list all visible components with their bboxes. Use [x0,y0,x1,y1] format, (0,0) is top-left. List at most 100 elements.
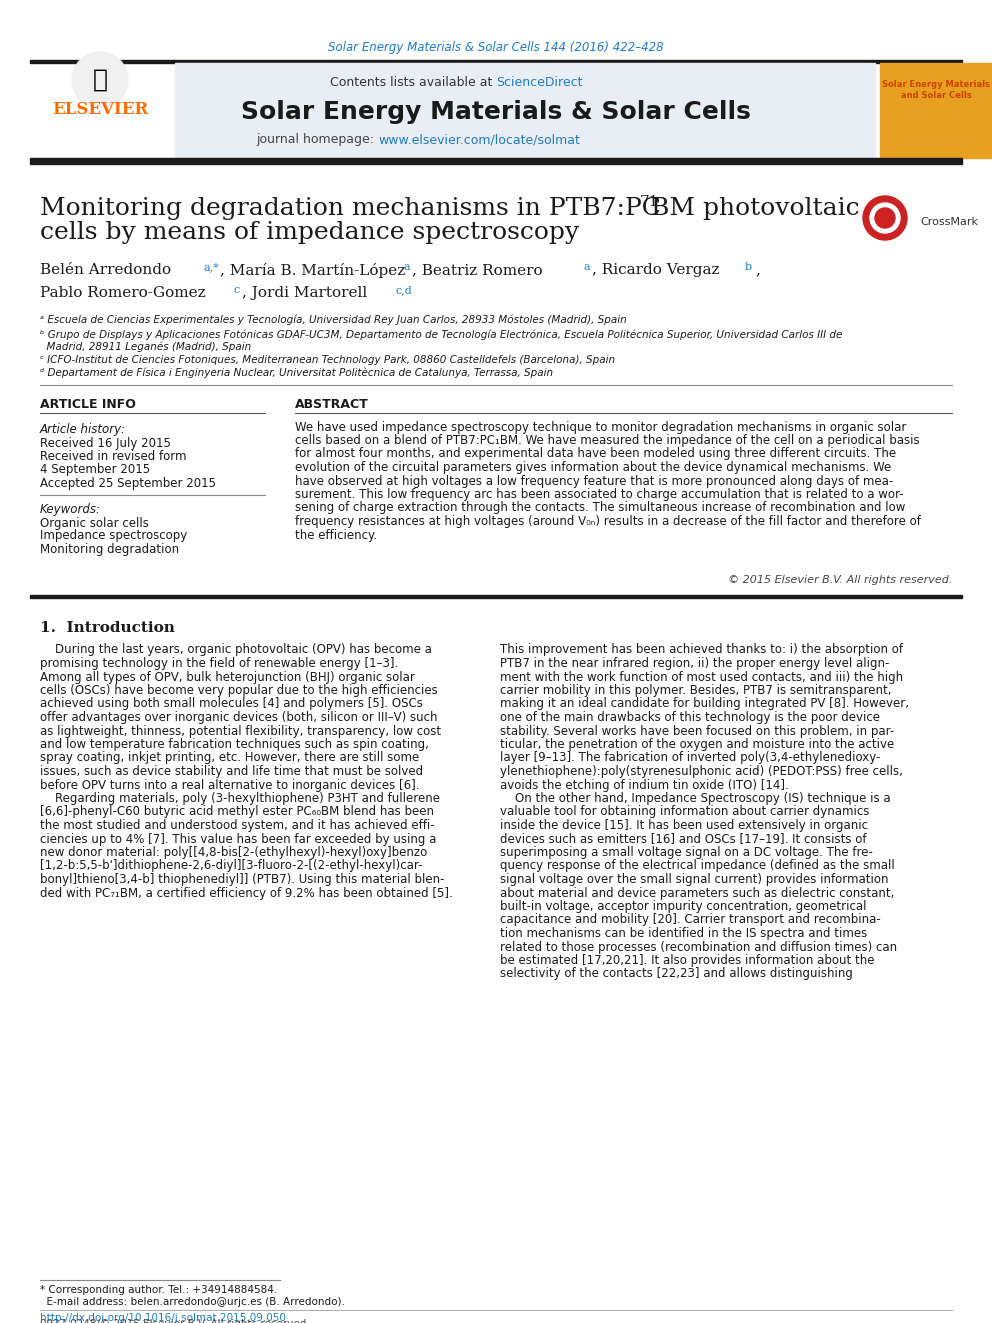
Text: * Corresponding author. Tel.: +34914884584.: * Corresponding author. Tel.: +349148845… [40,1285,277,1295]
Text: promising technology in the field of renewable energy [1–3].: promising technology in the field of ren… [40,658,398,669]
Text: PTB7 in the near infrared region, ii) the proper energy level align-: PTB7 in the near infrared region, ii) th… [500,658,890,669]
Text: the most studied and understood system, and it has achieved effi-: the most studied and understood system, … [40,819,434,832]
Text: Madrid, 28911 Leganés (Madrid), Spain: Madrid, 28911 Leganés (Madrid), Spain [40,341,251,352]
Text: Regarding materials, poly (3-hexylthiophene) P3HT and fullerene: Regarding materials, poly (3-hexylthioph… [40,792,440,804]
Text: Monitoring degradation: Monitoring degradation [40,542,180,556]
Text: ScienceDirect: ScienceDirect [496,77,582,90]
Text: ded with PC₇₁BM, a certified efficiency of 9.2% has been obtained [5].: ded with PC₇₁BM, a certified efficiency … [40,886,452,900]
Text: www.elsevier.com/locate/solmat: www.elsevier.com/locate/solmat [378,134,580,147]
Text: 4 September 2015: 4 September 2015 [40,463,150,476]
Text: ticular, the penetration of the oxygen and moisture into the active: ticular, the penetration of the oxygen a… [500,738,894,751]
Text: superimposing a small voltage signal on a DC voltage. The fre-: superimposing a small voltage signal on … [500,845,873,859]
Text: Received in revised form: Received in revised form [40,451,186,463]
Text: ylenethiophene):poly(styrenesulphonic acid) (PEDOT:PSS) free cells,: ylenethiophene):poly(styrenesulphonic ac… [500,765,903,778]
Text: selectivity of the contacts [22,23] and allows distinguishing: selectivity of the contacts [22,23] and … [500,967,853,980]
Text: bonyl]thieno[3,4-b] thiophenediyl]] (PTB7). Using this material blen-: bonyl]thieno[3,4-b] thiophenediyl]] (PTB… [40,873,444,886]
Text: have observed at high voltages a low frequency feature that is more pronounced a: have observed at high voltages a low fre… [295,475,893,487]
Text: surement. This low frequency arc has been associated to charge accumulation that: surement. This low frequency arc has bee… [295,488,904,501]
Text: b: b [745,262,752,273]
Bar [880,64,992,157]
Text: , Beatriz Romero: , Beatriz Romero [412,263,548,277]
Text: E-mail address: belen.arredondo@urjc.es (B. Arredondo).: E-mail address: belen.arredondo@urjc.es … [40,1297,345,1307]
Text: During the last years, organic photovoltaic (OPV) has become a: During the last years, organic photovolt… [40,643,432,656]
Text: ,: , [755,263,760,277]
Text: for almost four months, and experimental data have been modeled using three diff: for almost four months, and experimental… [295,447,896,460]
Text: 71: 71 [640,194,660,209]
Text: 0927-0248/© 2015 Elsevier B.V. All rights reserved.: 0927-0248/© 2015 Elsevier B.V. All right… [40,1319,310,1323]
Text: ᵃ Escuela de Ciencias Experimentales y Tecnología, Universidad Rey Juan Carlos, : ᵃ Escuela de Ciencias Experimentales y T… [40,315,627,325]
Text: ABSTRACT: ABSTRACT [295,398,369,411]
Text: layer [9–13]. The fabrication of inverted poly(3,4-ethylenedioxy-: layer [9–13]. The fabrication of inverte… [500,751,880,765]
Text: , Jordi Martorell: , Jordi Martorell [242,286,372,300]
Circle shape [875,208,895,228]
Text: 1.  Introduction: 1. Introduction [40,620,175,635]
Text: valuable tool for obtaining information about carrier dynamics: valuable tool for obtaining information … [500,806,869,819]
Bar [30,157,962,164]
Text: a: a [583,262,589,273]
Text: Accepted 25 September 2015: Accepted 25 September 2015 [40,476,216,490]
Text: © 2015 Elsevier B.V. All rights reserved.: © 2015 Elsevier B.V. All rights reserved… [727,576,952,585]
Text: Among all types of OPV, bulk heterojunction (BHJ) organic solar: Among all types of OPV, bulk heterojunct… [40,671,415,684]
Text: Article history:: Article history: [40,423,126,437]
Text: Organic solar cells: Organic solar cells [40,516,149,529]
Text: sening of charge extraction through the contacts. The simultaneous increase of r: sening of charge extraction through the … [295,501,906,515]
Text: built-in voltage, acceptor impurity concentration, geometrical: built-in voltage, acceptor impurity conc… [500,900,866,913]
Circle shape [72,52,128,108]
Text: ᶜ ICFO-Institut de Ciencies Fotoniques, Mediterranean Technology Park, 08860 Cas: ᶜ ICFO-Institut de Ciencies Fotoniques, … [40,355,615,365]
Text: one of the main drawbacks of this technology is the poor device: one of the main drawbacks of this techno… [500,710,880,724]
Text: be estimated [17,20,21]. It also provides information about the: be estimated [17,20,21]. It also provide… [500,954,875,967]
Text: cells based on a blend of PTB7:PC₁BM. We have measured the impedance of the cell: cells based on a blend of PTB7:PC₁BM. We… [295,434,920,447]
Text: ELSEVIER: ELSEVIER [52,102,148,119]
Text: signal voltage over the small signal current) provides information: signal voltage over the small signal cur… [500,873,889,886]
Text: Belén Arredondo: Belén Arredondo [40,263,176,277]
Text: cells by means of impedance spectroscopy: cells by means of impedance spectroscopy [40,221,579,245]
Bar [30,595,962,598]
Text: tion mechanisms can be identified in the IS spectra and times: tion mechanisms can be identified in the… [500,927,867,941]
Text: Solar Energy Materials
and Solar Cells: Solar Energy Materials and Solar Cells [882,81,990,99]
Text: This improvement has been achieved thanks to: i) the absorption of: This improvement has been achieved thank… [500,643,903,656]
Text: Impedance spectroscopy: Impedance spectroscopy [40,529,187,542]
Text: carrier mobility in this polymer. Besides, PTB7 is semitransparent,: carrier mobility in this polymer. Beside… [500,684,892,697]
Text: the efficiency.: the efficiency. [295,528,377,541]
Text: http://dx.doi.org/10.1016/j.solmat.2015.09.050: http://dx.doi.org/10.1016/j.solmat.2015.… [40,1312,286,1323]
Text: related to those processes (recombination and diffusion times) can: related to those processes (recombinatio… [500,941,897,954]
Text: , Ricardo Vergaz: , Ricardo Vergaz [592,263,724,277]
Text: spray coating, inkjet printing, etc. However, there are still some: spray coating, inkjet printing, etc. How… [40,751,420,765]
Text: a,*: a,* [203,262,219,273]
Text: frequency resistances at high voltages (around V₀ₙ) results in a decrease of the: frequency resistances at high voltages (… [295,515,921,528]
Text: journal homepage:: journal homepage: [256,134,378,147]
Text: capacitance and mobility [20]. Carrier transport and recombina-: capacitance and mobility [20]. Carrier t… [500,913,881,926]
Text: issues, such as device stability and life time that must be solved: issues, such as device stability and lif… [40,765,424,778]
Text: as lightweight, thinness, potential flexibility, transparency, low cost: as lightweight, thinness, potential flex… [40,725,441,737]
Text: c,d: c,d [395,284,412,295]
Text: a: a [403,262,410,273]
Text: Solar Energy Materials & Solar Cells 144 (2016) 422–428: Solar Energy Materials & Solar Cells 144… [328,41,664,54]
Text: and low temperature fabrication techniques such as spin coating,: and low temperature fabrication techniqu… [40,738,429,751]
Text: avoids the etching of indium tin oxide (ITO) [14].: avoids the etching of indium tin oxide (… [500,778,789,791]
Text: We have used impedance spectroscopy technique to monitor degradation mechanisms : We have used impedance spectroscopy tech… [295,421,907,434]
Text: BM photovoltaic: BM photovoltaic [651,197,860,220]
Text: ment with the work function of most used contacts, and iii) the high: ment with the work function of most used… [500,671,903,684]
Text: about material and device parameters such as dielectric constant,: about material and device parameters suc… [500,886,895,900]
Text: new donor material: poly[[4,8-bis[2-(ethylhexyl)-hexyl)oxy]benzo: new donor material: poly[[4,8-bis[2-(eth… [40,845,428,859]
Text: , María B. Martín-López: , María B. Martín-López [220,262,410,278]
Text: ᵇ Grupo de Displays y Aplicaciones Fotónicas GDAF-UC3M, Departamento de Tecnolog: ᵇ Grupo de Displays y Aplicaciones Fotón… [40,329,842,340]
Text: making it an ideal candidate for building integrated PV [8]. However,: making it an ideal candidate for buildin… [500,697,909,710]
Text: offer advantages over inorganic devices (both, silicon or III–V) such: offer advantages over inorganic devices … [40,710,437,724]
Text: cells (OSCs) have become very popular due to the high efficiencies: cells (OSCs) have become very popular du… [40,684,437,697]
Text: before OPV turns into a real alternative to inorganic devices [6].: before OPV turns into a real alternative… [40,778,420,791]
Text: CrossMark: CrossMark [920,217,978,228]
Text: achieved using both small molecules [4] and polymers [5]. OSCs: achieved using both small molecules [4] … [40,697,423,710]
Text: [1,2-b:5,5-b']dithiophene-2,6-diyl][3-fluoro-2-[(2-ethyl-hexyl)car-: [1,2-b:5,5-b']dithiophene-2,6-diyl][3-fl… [40,860,423,872]
Text: Monitoring degradation mechanisms in PTB7:PC: Monitoring degradation mechanisms in PTB… [40,197,661,220]
Text: Contents lists available at: Contents lists available at [329,77,496,90]
Text: Pablo Romero-Gomez: Pablo Romero-Gomez [40,286,210,300]
Text: c: c [233,284,239,295]
Bar [30,60,962,64]
Text: Solar Energy Materials & Solar Cells: Solar Energy Materials & Solar Cells [241,101,751,124]
Text: devices such as emitters [16] and OSCs [17–19]. It consists of: devices such as emitters [16] and OSCs [… [500,832,866,845]
Circle shape [863,196,907,239]
Text: ARTICLE INFO: ARTICLE INFO [40,398,136,411]
Text: quency response of the electrical impedance (defined as the small: quency response of the electrical impeda… [500,860,895,872]
Text: inside the device [15]. It has been used extensively in organic: inside the device [15]. It has been used… [500,819,868,832]
